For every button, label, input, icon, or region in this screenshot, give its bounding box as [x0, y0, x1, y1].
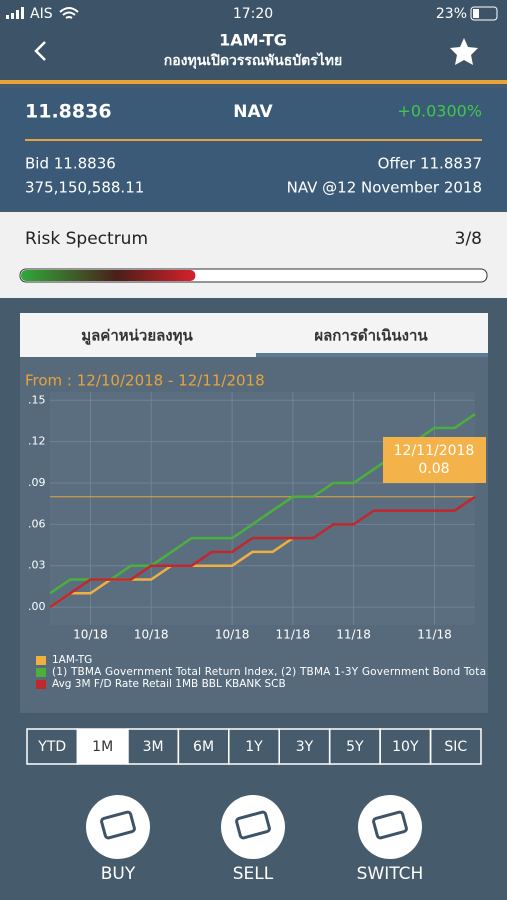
back-button[interactable] [34, 41, 46, 61]
nav-date: NAV @12 November 2018 [287, 179, 482, 197]
x-tick-label: 11/18 [336, 628, 371, 642]
wifi-icon [59, 7, 79, 19]
period-button[interactable] [429, 728, 482, 765]
legend-swatch [36, 668, 46, 677]
period-label[interactable]: 3M [143, 739, 164, 755]
legend-swatch [36, 680, 46, 689]
period-label[interactable]: 1M [92, 739, 113, 755]
period-label[interactable]: 10Y [392, 739, 419, 755]
y-tick-label: .09 [28, 476, 46, 489]
y-tick-label: .15 [28, 393, 46, 406]
header-accent [0, 80, 507, 84]
legend-label: (1) TBMA Government Total Return Index, … [52, 666, 486, 678]
action-icon [100, 810, 136, 840]
nav-change: +0.0300% [397, 102, 482, 121]
period-label[interactable]: 3Y [296, 739, 314, 755]
x-tick-label: 11/18 [417, 628, 452, 642]
legend-label: 1AM-TG [52, 654, 92, 666]
date-range: From : 12/10/2018 - 12/11/2018 [25, 372, 265, 390]
top-bar [0, 0, 507, 84]
carrier: AIS [30, 6, 53, 22]
period-label[interactable]: 5Y [346, 739, 364, 755]
x-tick-label: 10/18 [215, 628, 250, 642]
bid: Bid 11.8836 [25, 155, 116, 173]
period-label[interactable]: YTD [37, 739, 66, 755]
favorite-button[interactable] [450, 38, 478, 65]
nav-divider [25, 139, 482, 141]
x-tick-label: 10/18 [73, 628, 108, 642]
tab-indicator [256, 353, 488, 357]
x-tick-label: 11/18 [276, 628, 311, 642]
tooltip-value: 0.08 [418, 461, 449, 477]
action-icon [235, 810, 271, 840]
legend-swatch [36, 656, 46, 665]
action-label[interactable]: SELL [233, 864, 274, 884]
header-title: 1AM-TG [219, 31, 287, 50]
nav-label: NAV [233, 102, 273, 122]
y-tick-label: .12 [28, 435, 46, 448]
period-label[interactable]: SIC [444, 739, 467, 755]
action-icon [372, 810, 408, 840]
period-button[interactable] [76, 728, 129, 765]
battery-icon [470, 6, 498, 21]
action-button[interactable] [358, 795, 422, 859]
volume: 375,150,588.11 [25, 179, 144, 197]
y-tick-label: .03 [28, 559, 46, 572]
risk-fill [21, 270, 196, 281]
risk-panel [0, 212, 507, 298]
nav-panel [0, 88, 507, 210]
time: 17:20 [233, 6, 273, 22]
tab-bar [20, 313, 488, 357]
series-line [49, 495, 476, 609]
period-label[interactable]: 1Y [245, 739, 263, 755]
signal-icon [6, 7, 24, 19]
risk-label: Risk Spectrum [25, 229, 148, 249]
tab[interactable]: มูลค่าหน่วยลงทุน [81, 327, 193, 346]
action-button[interactable] [86, 795, 150, 859]
x-tick-label: 10/18 [134, 628, 169, 642]
tooltip-date: 12/11/2018 [394, 443, 475, 459]
header-subtitle: กองทุนเปิดวรรณพันธบัตรไทย [164, 51, 343, 69]
offer: Offer 11.8837 [378, 155, 482, 173]
action-label[interactable]: BUY [101, 864, 136, 884]
plot-area [50, 392, 475, 625]
battery-percent: 23% [436, 6, 467, 22]
action-label[interactable]: SWITCH [357, 864, 424, 884]
nav-value: 11.8836 [25, 101, 112, 123]
tooltip-box [383, 437, 486, 483]
legend-label: Avg 3M F/D Rate Retail 1MB BBL KBANK SCB [52, 678, 286, 690]
y-tick-label: .06 [28, 517, 46, 530]
period-label[interactable]: 6M [193, 739, 214, 755]
battery-level [473, 9, 479, 18]
risk-value: 3/8 [455, 229, 482, 249]
y-tick-label: .00 [28, 600, 46, 613]
tab[interactable]: ผลการดำเนินงาน [314, 327, 428, 345]
action-button[interactable] [221, 795, 285, 859]
